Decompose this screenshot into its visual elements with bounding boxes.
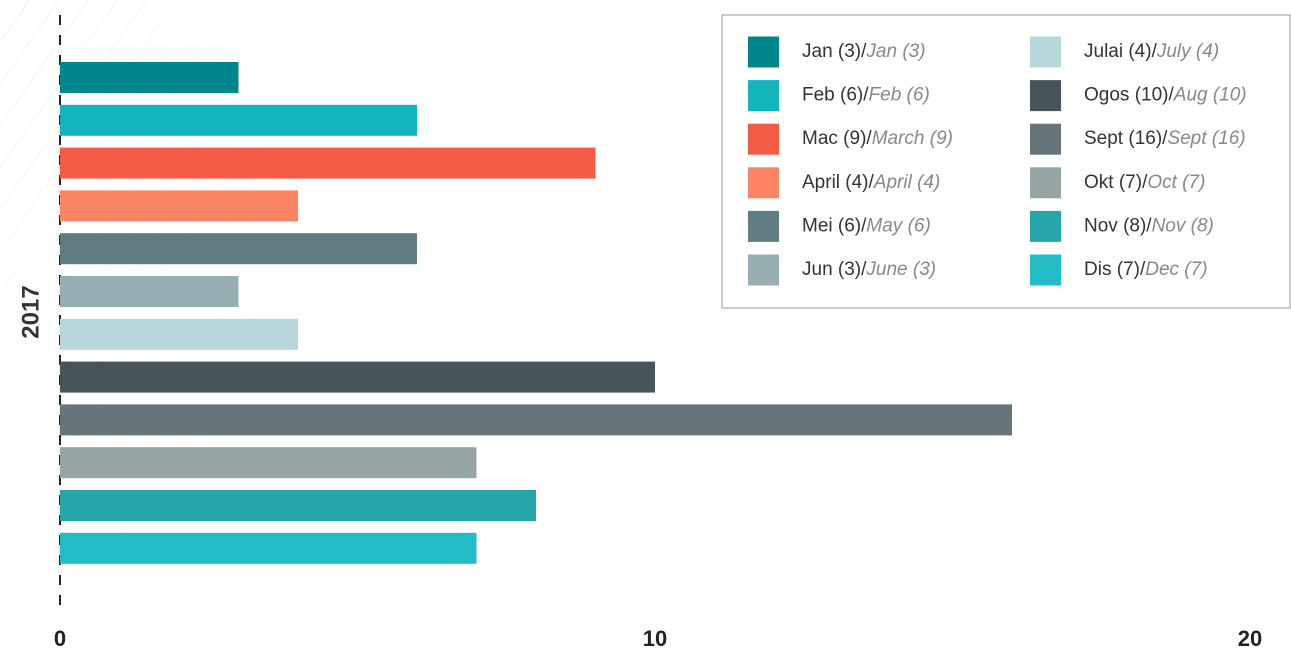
legend-name: Jan (3) [802,41,861,62]
legend-name-en: Jan (3) [865,41,925,62]
bar [60,62,239,93]
legend-separator: / [863,85,869,106]
legend-separator: / [861,41,867,62]
legend-label: Ogos (10)/Aug (10) [1084,85,1247,106]
legend-name: Jun (3) [802,259,861,280]
legend-swatch [1030,254,1061,286]
legend-swatch [748,123,779,155]
legend-swatch [748,36,779,68]
legend-name: Dis (7) [1084,259,1140,280]
legend-name-en: Nov (8) [1152,215,1214,236]
bar [60,233,417,265]
legend-separator: / [869,172,875,193]
bar [60,276,239,307]
legend-name: Okt (7) [1084,172,1142,193]
legend-name: Julai (4) [1084,41,1152,62]
bar [60,404,1012,436]
y-axis-label: 2017 [17,285,44,338]
bar [60,190,298,222]
legend-label: April (4)/April (4) [802,172,940,193]
bar [60,532,477,564]
legend-separator: / [1168,85,1174,106]
legend-separator: / [866,128,872,149]
legend-label: Mac (9)/March (9) [802,128,953,149]
legend-separator: / [1140,259,1146,280]
legend-label: Julai (4)/July (4) [1084,41,1219,62]
legend-separator: / [1146,215,1152,236]
legend-label: Nov (8)/Nov (8) [1084,215,1214,236]
legend-swatch [748,210,779,242]
bar [60,447,477,479]
legend-swatch [1030,123,1061,155]
legend-label: Jan (3)/Jan (3) [802,41,926,62]
legend-label: Mei (6)/May (6) [802,215,931,236]
legend-separator: / [861,259,867,280]
legend-swatch [1030,36,1061,68]
legend-name-en: July (4) [1156,41,1219,62]
legend-name: Nov (8) [1084,215,1146,236]
legend-name: Mac (9) [802,128,866,149]
legend-swatch [1030,210,1061,242]
legend-name-en: June (3) [865,259,936,280]
legend-swatch [1030,167,1061,199]
legend-separator: / [861,215,867,236]
bar [60,147,596,179]
legend-name-en: Aug (10) [1173,85,1247,106]
legend-swatch [748,254,779,286]
legend-name-en: April (4) [873,172,941,193]
legend-name: Sept (16) [1084,128,1162,149]
bar [60,318,298,350]
legend-label: Feb (6)/Feb (6) [802,85,930,106]
legend-name: Mei (6) [802,215,861,236]
legend-box [721,14,1291,309]
legend-name-en: Oct (7) [1147,172,1205,193]
legend-name: Ogos (10) [1084,85,1168,106]
legend-name-en: Feb (6) [869,85,930,106]
legend-name: April (4) [802,172,869,193]
legend-swatch [1030,80,1061,112]
legend-name-en: May (6) [866,215,930,236]
x-tick-label: 10 [643,626,667,651]
legend-name: Feb (6) [802,85,863,106]
legend-label: Jun (3)/June (3) [802,259,936,280]
legend-separator: / [1152,41,1158,62]
legend-name-en: March (9) [872,128,953,149]
legend-separator: / [1142,172,1148,193]
x-tick-label: 20 [1238,626,1262,651]
legend-label: Okt (7)/Oct (7) [1084,172,1205,193]
legend-name-en: Dec (7) [1145,259,1207,280]
bar [60,104,417,136]
legend-label: Dis (7)/Dec (7) [1084,259,1208,280]
bar [60,490,536,521]
legend-separator: / [1162,128,1168,149]
x-tick-label: 0 [54,626,66,651]
legend-swatch [748,167,779,199]
legend-name-en: Sept (16) [1167,128,1245,149]
legend-label: Sept (16)/Sept (16) [1084,128,1246,149]
bar [60,361,655,393]
legend-swatch [748,80,779,112]
